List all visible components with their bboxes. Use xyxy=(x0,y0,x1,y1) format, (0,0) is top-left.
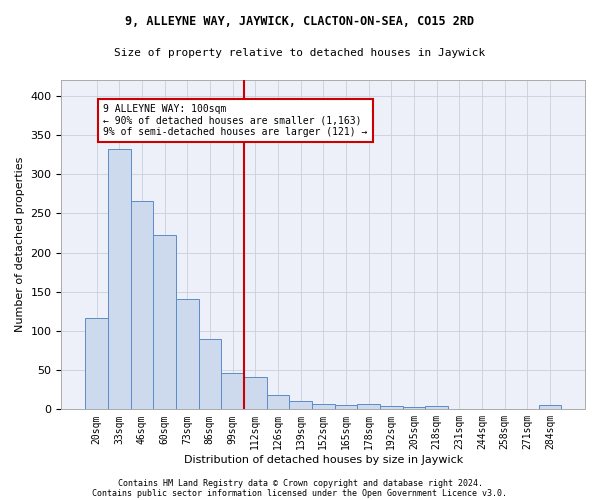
Bar xyxy=(425,406,448,409)
Text: Size of property relative to detached houses in Jaywick: Size of property relative to detached ho… xyxy=(115,48,485,58)
Text: Contains public sector information licensed under the Open Government Licence v3: Contains public sector information licen… xyxy=(92,488,508,498)
Bar xyxy=(335,404,357,409)
Bar xyxy=(85,318,108,410)
Bar xyxy=(131,201,153,410)
Bar xyxy=(403,407,425,410)
Bar xyxy=(289,402,312,409)
Text: Contains HM Land Registry data © Crown copyright and database right 2024.: Contains HM Land Registry data © Crown c… xyxy=(118,478,482,488)
Bar xyxy=(176,299,199,410)
Bar xyxy=(199,339,221,409)
Bar xyxy=(108,149,131,409)
Bar xyxy=(312,404,335,409)
Bar xyxy=(153,236,176,410)
Bar xyxy=(244,377,266,410)
Text: 9 ALLEYNE WAY: 100sqm
← 90% of detached houses are smaller (1,163)
9% of semi-de: 9 ALLEYNE WAY: 100sqm ← 90% of detached … xyxy=(103,104,368,136)
Bar xyxy=(357,404,380,409)
Bar xyxy=(266,395,289,409)
Y-axis label: Number of detached properties: Number of detached properties xyxy=(15,157,25,332)
Bar xyxy=(539,406,561,409)
X-axis label: Distribution of detached houses by size in Jaywick: Distribution of detached houses by size … xyxy=(184,455,463,465)
Text: 9, ALLEYNE WAY, JAYWICK, CLACTON-ON-SEA, CO15 2RD: 9, ALLEYNE WAY, JAYWICK, CLACTON-ON-SEA,… xyxy=(125,15,475,28)
Bar xyxy=(380,406,403,409)
Bar xyxy=(221,374,244,410)
